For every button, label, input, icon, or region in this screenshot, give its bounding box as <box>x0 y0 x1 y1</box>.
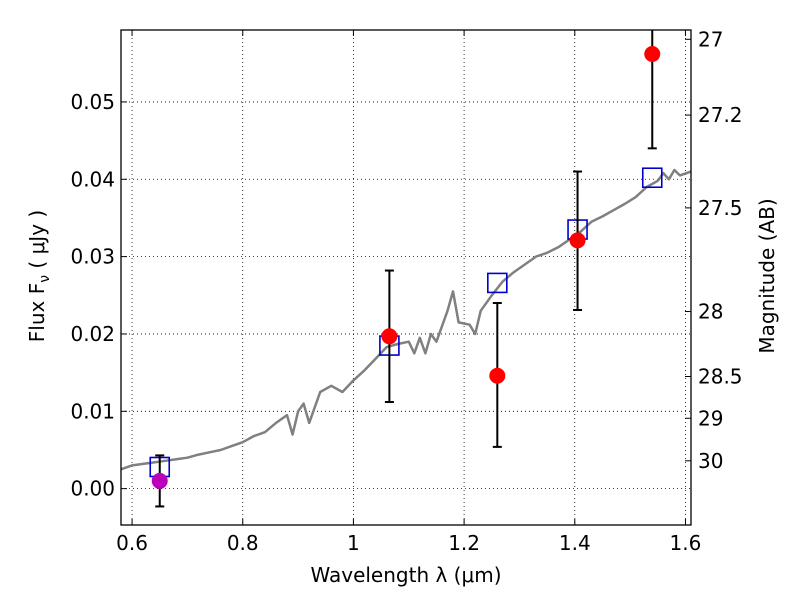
x-axis-label: Wavelength λ (μm) <box>310 563 501 587</box>
x-tick-label: 1.4 <box>559 531 591 555</box>
observed-flux-point <box>489 367 506 384</box>
y-tick-label: 0.03 <box>70 245 115 269</box>
x-tick-label: 0.6 <box>116 531 148 555</box>
model-spectrum-line <box>121 168 691 471</box>
y-axis-label: Flux Fν ( μJy ) <box>25 210 53 342</box>
observed-flux-point <box>569 232 586 249</box>
y-tick-label: 0.04 <box>70 167 115 191</box>
observed-flux-point <box>644 45 661 62</box>
observed-flux-point <box>381 328 398 345</box>
y-axis-label-unit: ( μJy ) <box>25 210 49 275</box>
model-photometry-square <box>641 167 663 189</box>
x-tick-label: 1.6 <box>670 531 702 555</box>
grid-lines <box>121 30 691 525</box>
x-tick-label: 1 <box>347 531 360 555</box>
y2-tick-label: 27.2 <box>698 103 743 127</box>
y2-tick-label: 28.5 <box>698 365 743 389</box>
y-tick-label: 0.02 <box>70 322 115 346</box>
y2-tick-label: 28 <box>698 300 723 324</box>
y-tick-label: 0.05 <box>70 90 115 114</box>
observed-flux-point <box>151 472 168 489</box>
y-axis-label-main: Flux F <box>25 283 49 342</box>
y2-axis-label: Magnitude (AB) <box>755 198 779 353</box>
x-tick-label: 1.2 <box>448 531 480 555</box>
y-axis-label-subscript: ν <box>37 275 53 283</box>
y-tick-label: 0.00 <box>70 477 115 501</box>
axis-ticks: 0.6 0.8 1 1.2 1.4 1.6 0.00 0.01 0.02 0.03 0.04 0.05… <box>70 27 742 555</box>
plot-frame <box>120 29 692 526</box>
plot-area <box>121 30 691 508</box>
y-tick-label: 0.01 <box>70 399 115 423</box>
model-photometry-square <box>487 272 508 294</box>
x-tick-label: 0.8 <box>227 531 259 555</box>
y2-tick-label: 27 <box>698 27 723 51</box>
y2-tick-label: 27.5 <box>698 196 743 220</box>
y2-tick-label: 30 <box>698 449 723 473</box>
y2-tick-label: 29 <box>698 406 723 430</box>
